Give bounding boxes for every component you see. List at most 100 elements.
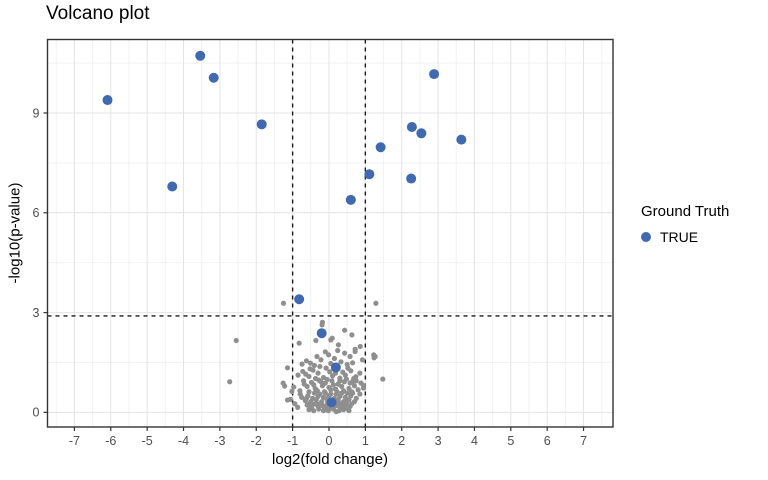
data-point [344, 390, 350, 396]
data-point [322, 390, 328, 396]
data-point [339, 390, 345, 396]
data-point [351, 383, 358, 389]
data-point [102, 95, 113, 106]
data-point [307, 400, 313, 406]
data-point [456, 134, 467, 145]
data-point [330, 382, 336, 388]
data-point [326, 352, 332, 358]
data-point [358, 380, 364, 386]
x-tick-label: 3 [435, 434, 442, 448]
data-point [322, 404, 328, 410]
data-point [328, 387, 334, 393]
data-point [331, 355, 338, 362]
data-point [337, 402, 343, 408]
data-point [289, 388, 295, 395]
data-point [343, 400, 350, 406]
data-point [195, 50, 206, 61]
data-point [322, 349, 328, 355]
x-tick-label: 7 [580, 434, 587, 448]
data-point [371, 355, 377, 361]
data-point [297, 391, 303, 397]
x-tick-label: -1 [287, 434, 298, 448]
data-point [342, 327, 348, 333]
data-point [280, 300, 287, 306]
data-point [406, 173, 417, 184]
data-point [357, 370, 363, 376]
y-tick-label: 0 [33, 406, 40, 420]
data-point [349, 332, 355, 338]
data-point [329, 378, 335, 384]
data-point [325, 408, 331, 414]
data-point [345, 365, 351, 371]
y-tick-label: 9 [33, 106, 40, 120]
data-point [317, 363, 323, 370]
data-point [284, 365, 291, 371]
x-tick-label: 1 [362, 434, 369, 448]
data-point [299, 361, 305, 367]
data-point [317, 402, 323, 408]
data-point [329, 335, 335, 341]
data-point [315, 370, 321, 376]
data-point [208, 72, 219, 83]
data-point [357, 391, 363, 397]
data-point [335, 347, 341, 354]
data-point [319, 383, 326, 389]
data-point [350, 378, 356, 385]
data-point [295, 372, 301, 378]
data-point [357, 343, 363, 350]
y-tick-label: 3 [33, 306, 40, 320]
data-point [343, 376, 350, 382]
data-point [342, 405, 348, 411]
data-point [314, 353, 320, 360]
data-point [335, 342, 342, 348]
data-point [342, 350, 348, 356]
data-point [318, 357, 324, 363]
x-tick-label: -2 [251, 434, 262, 448]
data-point [350, 390, 356, 396]
x-tick-label: -7 [69, 434, 80, 448]
legend-item-true: TRUE [641, 229, 729, 245]
data-point [313, 337, 319, 344]
panel-border [46, 38, 614, 428]
x-tick-label: 4 [471, 434, 478, 448]
x-tick-label: -5 [142, 434, 153, 448]
x-tick-label: 2 [398, 434, 405, 448]
y-axis-title: -log10(p-value) [6, 182, 24, 284]
x-tick-label: 6 [544, 434, 551, 448]
data-point [307, 366, 313, 372]
data-point [256, 119, 267, 130]
threshold-lines [47, 39, 613, 427]
legend-true-dot-icon [641, 232, 651, 242]
data-point [306, 407, 312, 413]
data-point [284, 397, 291, 403]
data-point [311, 382, 317, 388]
grid-minor [47, 39, 613, 427]
data-point [347, 353, 353, 360]
data-point [333, 391, 339, 397]
data-point [333, 409, 339, 415]
data-point [327, 369, 333, 375]
data-point [339, 383, 345, 390]
x-tick-label: -4 [178, 434, 189, 448]
data-point [373, 300, 379, 306]
data-point [301, 381, 307, 387]
y-tick-label: 6 [33, 206, 40, 220]
data-point [311, 390, 318, 396]
data-point [375, 142, 386, 153]
data-point [292, 401, 298, 407]
data-point [319, 322, 325, 328]
legend-item-label: TRUE [660, 229, 699, 245]
data-point [338, 359, 344, 365]
axis-tick-labels: -7 -6 -5 -4 -3 -2 -1 0 1 2 3 4 5 6 7 0 3 6 9 [33, 106, 588, 447]
axis-ticks [43, 112, 585, 431]
data-point [406, 121, 417, 132]
plot-title: Volcano plot [46, 3, 150, 24]
data-point [352, 348, 358, 355]
data-point [227, 379, 233, 385]
noise-points [227, 300, 386, 415]
data-point [330, 362, 341, 373]
data-point [380, 376, 386, 382]
grid-major [47, 39, 613, 427]
true-points [102, 50, 467, 408]
